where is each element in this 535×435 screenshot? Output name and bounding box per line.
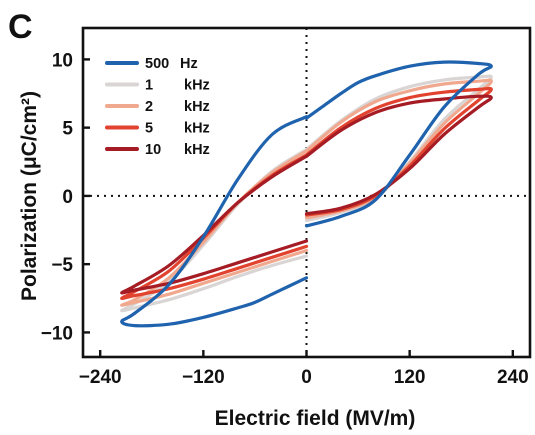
legend-label-unit: kHz <box>184 99 210 115</box>
x-tick-label: 240 <box>497 367 529 388</box>
legend-label-value: 2 <box>145 99 153 115</box>
x-tick-label: −120 <box>182 367 225 388</box>
y-tick-label: −5 <box>51 255 73 276</box>
legend-label-unit: kHz <box>184 78 210 94</box>
legend: 500 Hz 1 kHz 2 kHz 5 kHz 10 kHz <box>107 56 210 158</box>
panel-label: C <box>8 8 33 46</box>
legend-label-value: 1 <box>145 78 153 94</box>
x-tick-label: −240 <box>79 367 122 388</box>
y-tick-label: −10 <box>41 323 73 344</box>
legend-label-unit: kHz <box>184 142 210 158</box>
legend-label-unit: kHz <box>184 121 210 137</box>
loop-branch-positive <box>307 62 492 226</box>
legend-label-unit: Hz <box>180 56 198 72</box>
y-tick-label: 0 <box>62 187 73 208</box>
loop-branch-negative <box>122 156 307 293</box>
legend-label-value: 500 <box>145 56 169 72</box>
legend-label-value: 5 <box>145 121 153 137</box>
legend-label-value: 10 <box>145 142 161 158</box>
y-tick-label: 10 <box>52 50 73 71</box>
plot-area: −240 −120 0 120 240 10 5 0 −5 −10 500 Hz 1 kHz 2 kHz 5 kH… <box>41 28 530 388</box>
x-tick-label: 120 <box>394 367 426 388</box>
x-axis-label: Electric field (MV/m) <box>215 407 416 430</box>
y-axis-label: Polarization (μC/cm²) <box>18 91 41 301</box>
x-tick-label: 0 <box>301 367 312 388</box>
y-tick-label: 5 <box>62 119 73 140</box>
